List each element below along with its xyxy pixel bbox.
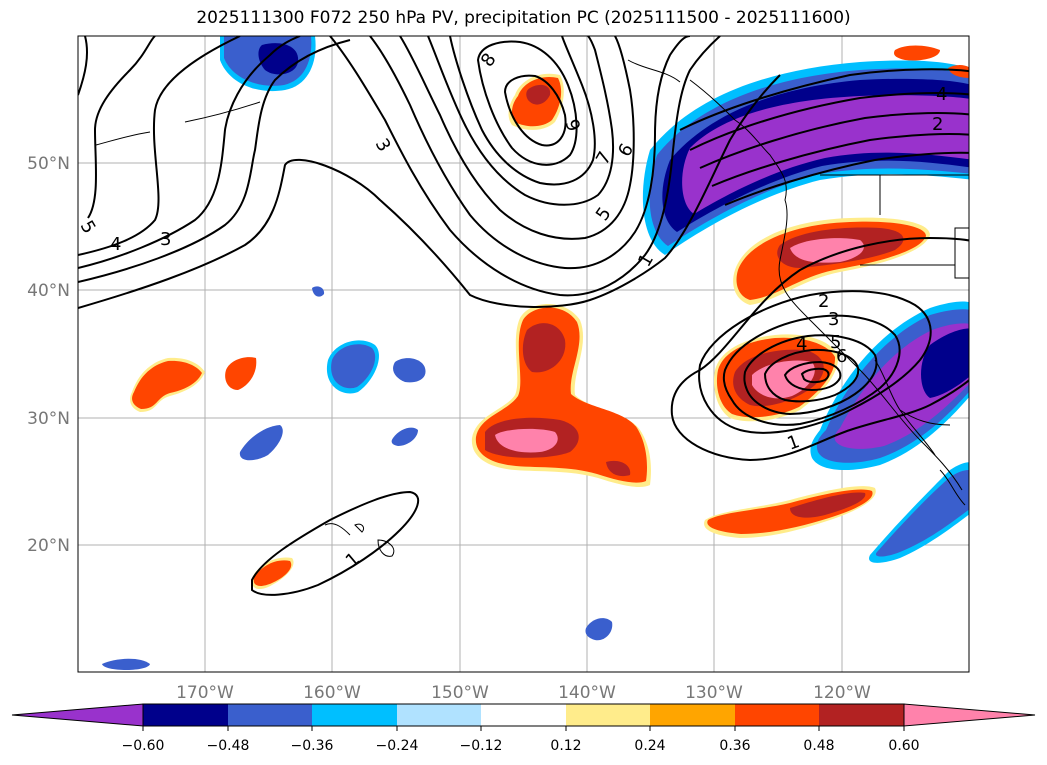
lon-label-160w: 160°W [303,683,361,703]
colorbar-tick-label: −0.24 [376,738,419,754]
colorbar-tick-label: 0.12 [550,738,581,754]
colorbar-tick-label: −0.12 [460,738,503,754]
colorbar-segment [143,704,228,726]
colorbar-extend-low [11,703,144,727]
colorbar-segment [228,704,312,726]
precip-negative-pnw [642,60,969,255]
precip-positive-subtropical [704,486,876,538]
contour-label-4: 4 [936,84,947,105]
lon-label-170w: 170°W [176,683,234,703]
colorbar-segment [735,704,819,726]
lon-label-120w: 120°W [813,683,871,703]
lat-label-40: 40°N [27,281,70,301]
longitude-labels: 170°W 160°W 150°W 140°W 130°W 120°W [176,683,871,703]
colorbar-segment [481,704,566,726]
chart-title: 2025111300 F072 250 hPa PV, precipitatio… [196,8,851,28]
contour-label-2: 2 [818,291,829,312]
contour-label-2: 2 [932,114,943,135]
colorbar-segment [819,704,904,726]
precip-positive-north [508,73,564,130]
colorbar: −0.60 −0.48 −0.36 −0.24 −0.12 0.12 0.24 … [11,703,1036,754]
lon-label-150w: 150°W [431,683,489,703]
lat-label-50: 50°N [27,154,70,174]
pv-contours [78,36,969,596]
precip-negative-small [102,286,613,670]
colorbar-tick-label: 0.24 [634,738,665,754]
precip-positive-west [130,45,969,590]
latitude-labels: 50°N 40°N 30°N 20°N [27,154,70,556]
contour-label-4: 4 [110,234,121,255]
lat-label-20: 20°N [27,536,70,556]
contour-label-3: 3 [828,309,839,330]
colorbar-segment [650,704,735,726]
colorbar-tick-label: 0.60 [888,738,919,754]
colorbar-tick-label: 0.48 [803,738,834,754]
colorbar-tick-label: −0.36 [291,738,334,754]
colorbar-tick-label: −0.48 [207,738,250,754]
colorbar-tick-label: 0.36 [719,738,750,754]
map-frame [77,35,970,673]
contour-label-3: 3 [160,229,171,250]
colorbar-segment [397,704,481,726]
colorbar-segment [312,704,397,726]
colorbar-segment [566,704,650,726]
contour-label-5: 5 [830,332,841,353]
precip-negative-northwest [220,36,316,92]
contour-label-4: 4 [796,334,807,355]
map-area: 1 1 1 2 2 3 3 3 4 4 4 5 5 5 6 6 7 8 9 [78,36,969,672]
lon-label-130w: 130°W [685,683,743,703]
colorbar-extend-high [903,703,1036,727]
lon-label-140w: 140°W [558,683,616,703]
colorbar-outline [142,703,905,727]
contour-label-6: 6 [836,346,847,367]
precip-positive-central [471,304,651,488]
lat-label-30: 30°N [27,409,70,429]
colorbar-ticks [142,726,905,731]
colorbar-tick-label: −0.60 [122,738,165,754]
coastlines [95,59,969,557]
